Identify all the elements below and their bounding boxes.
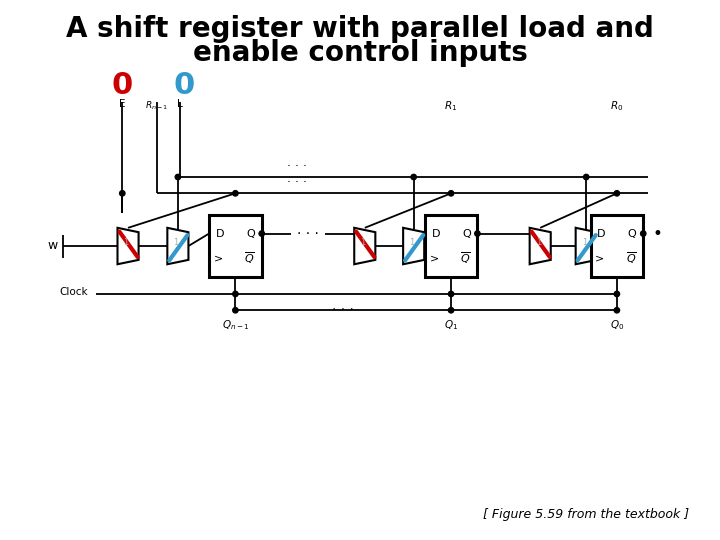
Text: $\overline{Q}$: $\overline{Q}$ (626, 251, 636, 266)
Circle shape (233, 308, 238, 313)
Polygon shape (354, 228, 375, 264)
Text: $Q_1$: $Q_1$ (444, 318, 458, 332)
Bar (425, 215, 477, 277)
Text: >: > (430, 253, 438, 264)
Text: D: D (597, 228, 606, 239)
Circle shape (449, 308, 454, 313)
Text: Q: Q (628, 228, 636, 239)
Text: $R_0$: $R_0$ (611, 99, 624, 113)
Text: Q: Q (246, 228, 255, 239)
Text: $Q_{n-1}$: $Q_{n-1}$ (222, 318, 249, 332)
Text: A shift register with parallel load and: A shift register with parallel load and (66, 15, 654, 43)
Circle shape (614, 191, 620, 196)
Text: 0: 0 (174, 71, 195, 100)
Text: 1: 1 (360, 238, 366, 247)
Text: >: > (214, 253, 223, 264)
Text: •: • (653, 225, 662, 242)
Text: 1: 1 (536, 238, 541, 247)
Polygon shape (576, 228, 597, 264)
Text: E: E (119, 99, 125, 110)
Text: >: > (595, 253, 605, 264)
Text: D: D (216, 228, 224, 239)
Circle shape (449, 291, 454, 296)
Text: $R_1$: $R_1$ (444, 99, 458, 113)
Circle shape (259, 231, 264, 237)
Text: 0: 0 (112, 71, 133, 100)
Text: w: w (48, 239, 58, 252)
Circle shape (120, 191, 125, 196)
Text: 1: 1 (174, 238, 179, 247)
Circle shape (474, 231, 480, 237)
Polygon shape (403, 228, 424, 264)
Polygon shape (117, 228, 138, 264)
Text: 1: 1 (582, 238, 587, 247)
Circle shape (449, 191, 454, 196)
Circle shape (233, 291, 238, 296)
Text: $R_{n-1}$: $R_{n-1}$ (145, 99, 168, 112)
Text: $\overline{Q}$: $\overline{Q}$ (244, 251, 255, 266)
Text: D: D (431, 228, 440, 239)
Bar (590, 215, 643, 277)
Polygon shape (167, 228, 189, 264)
Circle shape (641, 231, 646, 237)
Polygon shape (530, 228, 551, 264)
Text: Q: Q (462, 228, 471, 239)
Text: $\overline{Q}$: $\overline{Q}$ (460, 251, 471, 266)
Text: [ Figure 5.59 from the textbook ]: [ Figure 5.59 from the textbook ] (482, 508, 689, 521)
Circle shape (233, 191, 238, 196)
Text: Clock: Clock (59, 287, 88, 297)
Circle shape (175, 174, 181, 180)
Circle shape (614, 308, 620, 313)
Circle shape (583, 174, 589, 180)
Circle shape (411, 174, 416, 180)
Bar (209, 215, 262, 277)
Text: enable control inputs: enable control inputs (192, 39, 528, 67)
Text: · · ·: · · · (297, 227, 319, 241)
Text: L: L (177, 99, 183, 110)
Text: · · ·: · · · (287, 160, 307, 173)
Text: · · ·: · · · (333, 303, 354, 318)
Text: 1: 1 (409, 238, 415, 247)
Text: · · ·: · · · (287, 177, 307, 190)
Text: 1: 1 (124, 238, 129, 247)
Circle shape (614, 291, 620, 296)
Text: $Q_0$: $Q_0$ (610, 318, 624, 332)
